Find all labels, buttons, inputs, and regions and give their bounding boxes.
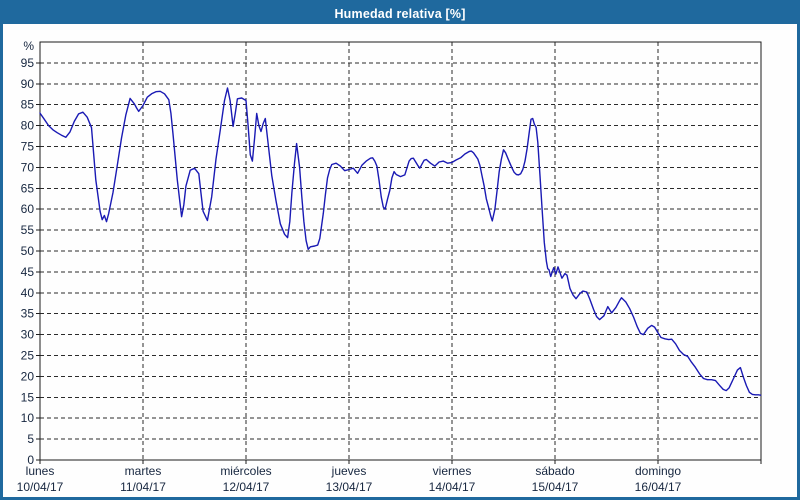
window-title: Humedad relativa [%] bbox=[334, 6, 466, 21]
y-tick-label: 95 bbox=[21, 56, 35, 70]
x-date-label: 15/04/17 bbox=[532, 480, 579, 494]
x-date-label: 13/04/17 bbox=[326, 480, 373, 494]
y-tick-label: 65 bbox=[21, 181, 35, 195]
y-tick-label: 5 bbox=[27, 432, 34, 446]
x-day-label: domingo bbox=[635, 464, 681, 478]
y-tick-label: 20 bbox=[21, 369, 35, 383]
humidity-series-line bbox=[39, 87, 762, 396]
y-tick-label: 90 bbox=[21, 77, 35, 91]
x-date-label: 10/04/17 bbox=[17, 480, 64, 494]
x-date-label: 14/04/17 bbox=[429, 480, 476, 494]
y-tick-label: 50 bbox=[21, 244, 35, 258]
y-tick-label: 15 bbox=[21, 390, 35, 404]
y-tick-label: 80 bbox=[21, 119, 35, 133]
x-day-label: viernes bbox=[433, 464, 472, 478]
y-tick-label: 75 bbox=[21, 140, 35, 154]
x-day-label: lunes bbox=[26, 464, 55, 478]
y-tick-label: 40 bbox=[21, 286, 35, 300]
chart-area: 0 5 10 15 20 25 30 35 40 45 50 55 60 65 70 75 80 85 90 95% l… bbox=[3, 24, 797, 497]
y-tick-label: 55 bbox=[21, 223, 35, 237]
y-tick-label: 25 bbox=[21, 349, 35, 363]
title-bar: Humedad relativa [%] bbox=[3, 3, 797, 24]
y-tick-label: 35 bbox=[21, 307, 35, 321]
y-tick-label: 45 bbox=[21, 265, 35, 279]
y-tick-label: 60 bbox=[21, 202, 35, 216]
y-tick-label: 0 bbox=[27, 453, 34, 467]
x-day-label: miércoles bbox=[220, 464, 271, 478]
y-axis-unit-label: % bbox=[23, 39, 34, 53]
plot-border bbox=[39, 41, 762, 461]
y-tick-label: 30 bbox=[21, 328, 35, 342]
x-day-label: martes bbox=[125, 464, 162, 478]
x-date-label: 11/04/17 bbox=[120, 480, 166, 494]
x-date-label: 16/04/17 bbox=[635, 480, 682, 494]
humidity-line-chart: 0 5 10 15 20 25 30 35 40 45 50 55 60 65 70 75 80 85 90 95% l… bbox=[17, 39, 762, 494]
y-tick-label: 85 bbox=[21, 98, 35, 112]
x-day-label: sábado bbox=[535, 464, 575, 478]
y-tick-label: 10 bbox=[21, 411, 35, 425]
x-date-label: 12/04/17 bbox=[223, 480, 270, 494]
x-day-label: jueves bbox=[331, 464, 367, 478]
y-tick-label: 70 bbox=[21, 160, 35, 174]
